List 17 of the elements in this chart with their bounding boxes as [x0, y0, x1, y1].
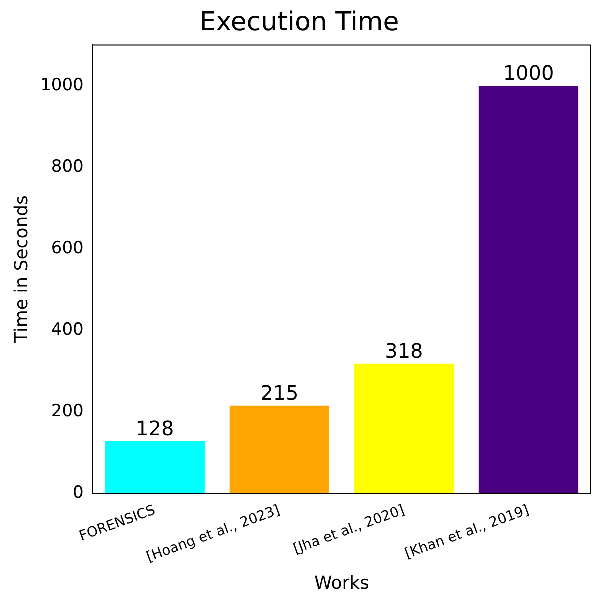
- bar: [230, 406, 330, 494]
- y-tick-label: 400: [51, 320, 84, 340]
- bar: [478, 86, 579, 494]
- y-tick-label: 1000: [40, 75, 84, 96]
- y-tick-label: 0: [73, 482, 84, 503]
- data-label: 318: [385, 339, 424, 364]
- y-axis-title: Time in Seconds: [11, 196, 32, 344]
- y-tick-label: 600: [51, 238, 84, 258]
- y-tick-label: 200: [51, 401, 84, 422]
- bar: [354, 364, 454, 494]
- chart-title: Execution Time: [200, 7, 400, 38]
- bar: [105, 441, 205, 494]
- data-label: 215: [260, 381, 299, 406]
- data-label: 1000: [503, 61, 554, 86]
- data-label: 128: [136, 416, 174, 440]
- y-tick-label: 800: [51, 156, 84, 177]
- x-axis-title: Works: [314, 572, 370, 594]
